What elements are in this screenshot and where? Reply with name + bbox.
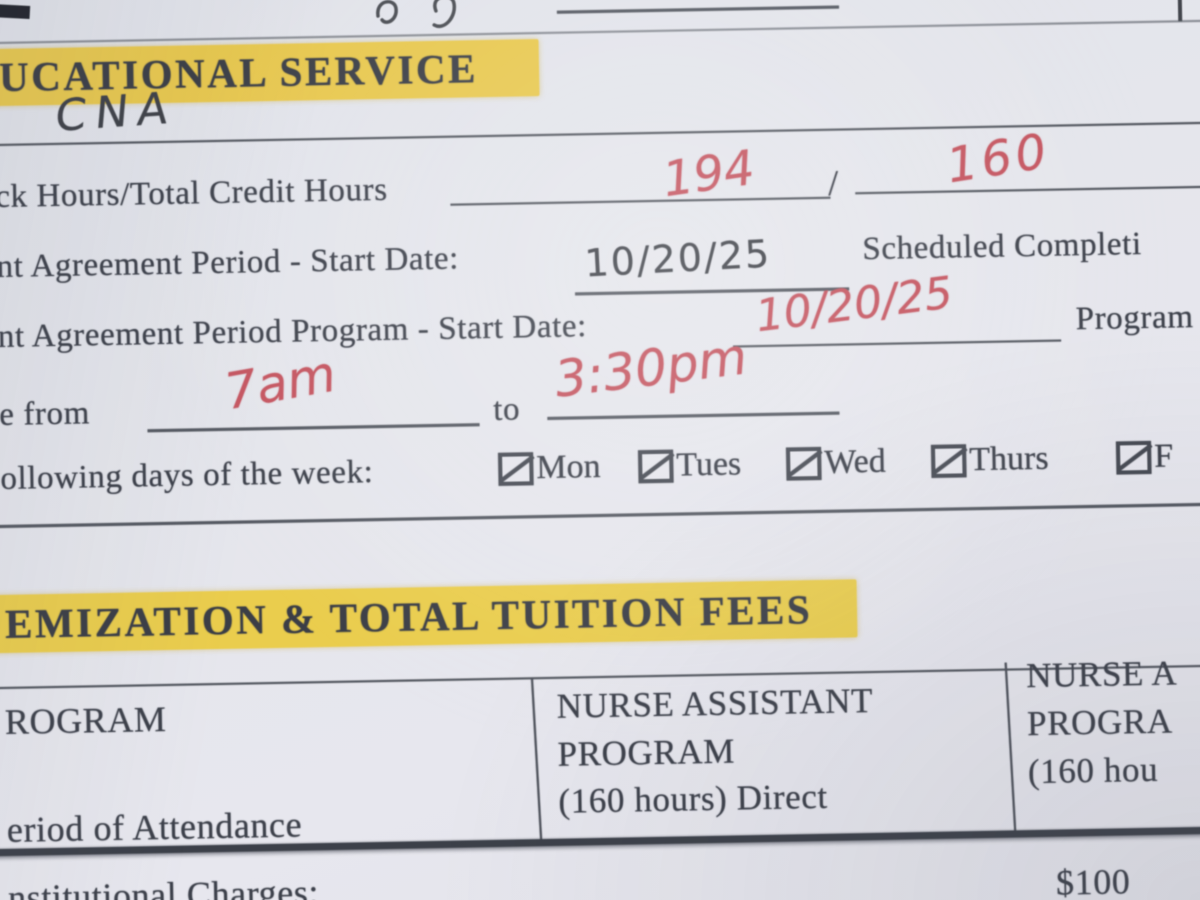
top-right-pen-tick xyxy=(1177,0,1182,22)
table-header-col3-line2: PROGRA xyxy=(1026,701,1174,744)
from-time-underline xyxy=(147,423,480,432)
credit-hours-value-handwriting: 160 xyxy=(942,122,1055,195)
stray-pen-marks xyxy=(376,0,457,28)
section-title: EMIZATION & TOTAL TUITION FEES xyxy=(4,586,813,647)
scheduled-completion-label: Scheduled Completi xyxy=(862,226,1143,268)
day-label: Thurs xyxy=(968,439,1049,479)
day-label: Tues xyxy=(675,445,742,484)
from-time-handwriting: 7am xyxy=(220,344,341,422)
day-item-mon: Mon xyxy=(498,448,601,488)
day-item-thurs: Thurs xyxy=(930,439,1049,480)
table-header-col2-line2: PROGRAM xyxy=(557,731,736,774)
checkbox-checked-icon xyxy=(785,446,822,481)
to-time-underline xyxy=(547,411,840,420)
photo-corner-shadow xyxy=(0,3,31,19)
program-schedule-label: Program S xyxy=(1075,299,1200,338)
section-header-tuition-fees: EMIZATION & TOTAL TUITION FEES xyxy=(0,579,858,654)
top-partial-rule xyxy=(556,5,839,14)
day-label: F xyxy=(1153,437,1174,475)
day-item-fri: F xyxy=(1115,437,1174,477)
hours-label: ck Hours/Total Credit Hours xyxy=(0,171,388,216)
program-start-date-underline xyxy=(733,339,1062,348)
agreement-period-label: nt Agreement Period - Start Date: xyxy=(0,240,460,286)
checkbox-checked-icon xyxy=(498,451,534,486)
schedule-from-label: e from xyxy=(0,395,91,433)
table-header-col2-line1: NURSE ASSISTANT xyxy=(556,681,874,726)
agreement-program-label: nt Agreement Period Program - Start Date… xyxy=(0,308,588,356)
institutional-charges-label: nstitutional Charges: xyxy=(7,872,320,900)
credit-hours-underline xyxy=(855,185,1200,195)
table-header-col2-line3: (160 hours) Direct xyxy=(558,776,829,821)
day-label: Mon xyxy=(535,447,601,487)
hours-separator: / xyxy=(827,162,840,203)
day-label: Wed xyxy=(823,442,887,481)
to-label: to xyxy=(492,391,521,428)
day-item-wed: Wed xyxy=(785,442,887,483)
program-name-handwriting: CNA xyxy=(53,82,180,143)
table-column-border-2 xyxy=(1004,662,1017,836)
day-item-tues: Tues xyxy=(638,445,742,485)
table-header-program: ROGRAM xyxy=(4,698,167,742)
checkbox-checked-icon xyxy=(1115,440,1152,475)
top-rule xyxy=(0,19,1200,45)
checkbox-checked-icon xyxy=(638,449,674,483)
program-start-date-handwriting: 10/20/25 xyxy=(752,267,956,343)
table-header-col3-line3: (160 hou xyxy=(1027,749,1159,792)
start-date-handwriting: 10/20/25 xyxy=(583,231,773,286)
clock-hours-underline xyxy=(450,196,831,206)
section-divider-rule xyxy=(0,502,1200,528)
institutional-charges-value: $100 xyxy=(1055,861,1131,900)
days-of-week-label: ollowing days of the week: xyxy=(0,454,374,497)
table-column-border-1 xyxy=(530,678,543,845)
table-header-col3-line1: NURSE A xyxy=(1025,653,1178,696)
checkbox-checked-icon xyxy=(930,443,967,478)
